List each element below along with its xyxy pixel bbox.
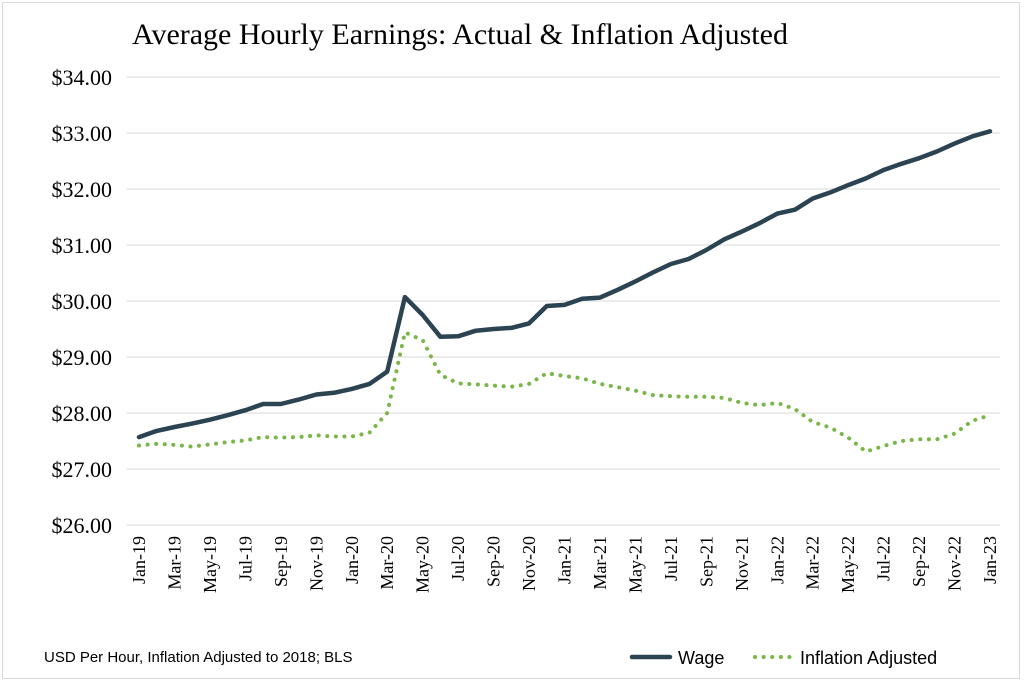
x-tick-label: Sep-20: [484, 536, 504, 587]
y-tick-label: $27.00: [52, 457, 113, 482]
wage-series-line: [136, 129, 993, 440]
legend-label: Wage: [678, 648, 724, 668]
y-tick-label: $30.00: [52, 289, 113, 314]
x-tick-label: Jul-21: [661, 536, 681, 581]
x-tick-label: Jan-20: [342, 536, 362, 584]
x-tick-label: Jul-20: [448, 536, 468, 581]
legend: Wage Inflation Adjusted: [629, 648, 937, 668]
y-axis-ticks: $26.00 $27.00 $28.00 $29.00 $30.00 $31.00 $32.…: [52, 65, 113, 538]
x-tick-label: Nov-21: [732, 536, 752, 591]
x-tick-label: May-21: [625, 536, 645, 593]
x-tick-label: Sep-19: [271, 536, 291, 587]
x-tick-label: Nov-22: [945, 536, 965, 591]
x-tick-label: Jan-23: [980, 536, 1000, 584]
y-tick-label: $28.00: [52, 401, 113, 426]
x-tick-label: Jul-22: [874, 536, 894, 581]
inflation-adjusted-series-line: [137, 330, 992, 454]
x-tick-label: Jul-19: [235, 536, 255, 581]
chart-title: Average Hourly Earnings: Actual & Inflat…: [132, 18, 788, 51]
x-tick-label: Sep-22: [909, 536, 929, 587]
y-tick-label: $32.00: [52, 177, 113, 202]
x-axis-ticks: Jan-19 Mar-19 May-19 Jul-19 Sep-19 Nov-19 Jan-…: [129, 536, 1000, 593]
x-tick-label: Mar-20: [377, 536, 397, 590]
y-tick-label: $31.00: [52, 233, 113, 258]
x-tick-label: Jan-22: [767, 536, 787, 584]
x-tick-label: May-19: [200, 536, 220, 593]
x-tick-label: Mar-19: [164, 536, 184, 590]
y-tick-label: $33.00: [52, 121, 113, 146]
x-tick-label: Mar-21: [590, 536, 610, 590]
x-tick-label: Jan-21: [555, 536, 575, 584]
y-tick-label: $29.00: [52, 345, 113, 370]
x-tick-label: May-20: [413, 536, 433, 593]
y-tick-label: $34.00: [52, 65, 113, 90]
x-tick-label: Sep-21: [696, 536, 716, 587]
x-tick-label: Nov-20: [519, 536, 539, 591]
x-tick-label: Nov-19: [306, 536, 326, 591]
source-note: USD Per Hour, Inflation Adjusted to 2018…: [44, 649, 353, 666]
x-tick-label: May-22: [838, 536, 858, 593]
x-tick-label: Mar-22: [803, 536, 823, 590]
legend-label: Inflation Adjusted: [800, 648, 937, 668]
y-tick-label: $26.00: [52, 513, 113, 538]
x-tick-label: Jan-19: [129, 536, 149, 584]
series-lines: [136, 129, 993, 454]
gridlines: [127, 76, 1000, 526]
